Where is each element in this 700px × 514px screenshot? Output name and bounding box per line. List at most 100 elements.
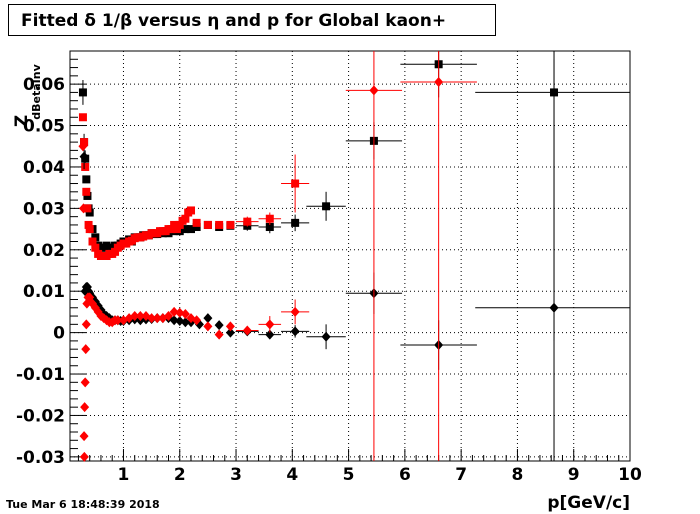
data-point-square (192, 218, 201, 227)
data-point-diamond (81, 319, 91, 330)
y-tick-label: -0.02 (16, 406, 65, 426)
data-point-square (187, 225, 196, 234)
y-tick-label: 0.05 (23, 117, 65, 137)
data-point-diamond (225, 327, 235, 338)
data-point-diamond (163, 311, 173, 322)
data-point-diamond (79, 451, 89, 462)
data-point-square (203, 220, 212, 229)
data-point-square (111, 247, 120, 256)
tick-labels: 1 2 3 4 5 6 7 8 9 10 -0.03 -0.02 -0.01 0 0.01 0.02 0.03 0… (16, 75, 642, 485)
data-point-square (81, 162, 90, 171)
data-point-diamond (214, 329, 224, 340)
data-point-diamond (130, 311, 140, 322)
y-tick-label: 0.04 (23, 158, 65, 178)
data-point-diamond (434, 77, 444, 88)
title-box: Fitted δ 1/β versus η and p for Global k… (8, 4, 496, 36)
data-point-square (181, 214, 190, 223)
x-tick-label: 6 (399, 465, 411, 485)
chart-title: Fitted δ 1/β versus η and p for Global k… (21, 11, 447, 31)
data-point-square (187, 206, 196, 215)
data-point-square (167, 225, 176, 234)
data-point-diamond (369, 85, 379, 96)
data-point-diamond (147, 313, 157, 324)
data-point-square (88, 237, 97, 246)
data-point-diamond (242, 325, 252, 336)
y-tick-label: -0.01 (16, 365, 65, 385)
data-point-square (82, 187, 91, 196)
data-point-square (322, 202, 331, 211)
footer-timestamp: Tue Mar 6 18:48:39 2018 (6, 498, 160, 511)
data-point-square (80, 138, 89, 147)
data-point-diamond (80, 377, 90, 388)
data-point-diamond (79, 431, 89, 442)
y-axis-title-subscript: dBetaInv (30, 63, 43, 119)
data-point-square (78, 88, 87, 97)
data-point-diamond (180, 308, 190, 319)
y-tick-label: 0.06 (23, 75, 65, 95)
data-point-diamond (321, 331, 331, 342)
data-point-square (265, 223, 274, 232)
data-point-diamond (79, 151, 89, 162)
x-tick-label: 9 (568, 465, 580, 485)
plot-frame (69, 50, 631, 462)
y-tick-label: 0.01 (23, 282, 65, 302)
grid-lines (70, 51, 630, 461)
data-point-diamond (113, 315, 123, 326)
data-point-diamond (203, 313, 213, 324)
data-point-square (85, 225, 94, 234)
data-point-diamond (169, 306, 179, 317)
data-point-diamond (81, 344, 91, 355)
data-point-square (291, 179, 300, 188)
x-axis-title: p[GeV/c] (547, 493, 630, 513)
data-point-diamond (290, 306, 300, 317)
data-point-diamond (225, 321, 235, 332)
data-point-diamond (203, 321, 213, 332)
data-point-square (85, 208, 94, 217)
data-point-square (226, 220, 235, 229)
data-point-square (215, 220, 224, 229)
x-tick-label: 8 (512, 465, 524, 485)
data-point-diamond (152, 313, 162, 324)
data-point-square (172, 225, 181, 234)
data-point-square (84, 220, 93, 229)
x-tick-label: 5 (343, 465, 355, 485)
y-tick-label: 0.03 (23, 199, 65, 219)
data-point-diamond (214, 320, 224, 331)
x-tick-label: 4 (286, 465, 298, 485)
data-point-diamond (175, 316, 185, 327)
y-axis-title: Z (12, 115, 32, 127)
x-tick-label: 7 (455, 465, 467, 485)
data-point-square (82, 175, 91, 184)
data-marks (78, 51, 630, 462)
x-tick-label: 1 (118, 465, 130, 485)
data-point-diamond (135, 311, 145, 322)
y-tick-label: 0 (53, 324, 65, 344)
data-point-diamond (192, 315, 202, 326)
data-point-square (170, 220, 179, 229)
data-point-diamond (549, 302, 559, 313)
data-point-square (91, 243, 100, 252)
data-point-diamond (265, 319, 275, 330)
x-tick-label: 10 (618, 465, 642, 485)
data-point-diamond (80, 402, 90, 413)
data-point-square (181, 225, 190, 234)
data-point-square (78, 113, 87, 122)
data-point-diamond (169, 315, 179, 326)
data-point-diamond (79, 203, 89, 214)
data-point-diamond (78, 141, 88, 152)
y-tick-label: -0.03 (16, 448, 65, 468)
x-tick-label: 3 (230, 465, 242, 485)
data-point-square (192, 223, 201, 232)
data-point-diamond (175, 307, 185, 318)
axis-ticks (70, 50, 631, 461)
data-point-square (265, 214, 274, 223)
data-point-square (175, 220, 184, 229)
data-point-diamond (265, 329, 275, 340)
y-tick-label: 0.02 (23, 241, 65, 261)
data-point-diamond (290, 326, 300, 337)
data-point-square (291, 218, 300, 227)
data-point-square (83, 191, 92, 200)
data-point-diamond (180, 317, 190, 328)
data-point-square (243, 217, 252, 226)
